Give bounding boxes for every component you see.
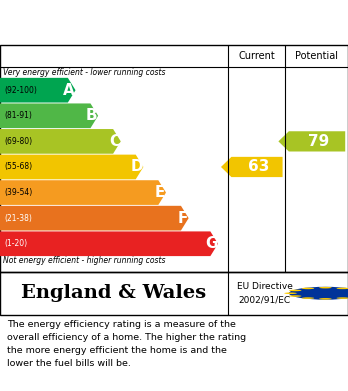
Circle shape [319, 298, 332, 300]
Circle shape [302, 288, 314, 289]
Circle shape [289, 295, 301, 297]
Polygon shape [0, 129, 121, 154]
Text: England & Wales: England & Wales [22, 284, 206, 302]
Polygon shape [0, 206, 189, 231]
Text: C: C [109, 134, 120, 149]
Text: A: A [63, 83, 75, 98]
Text: F: F [177, 211, 188, 226]
Text: E: E [155, 185, 165, 200]
Text: (55-68): (55-68) [4, 163, 32, 172]
Text: EU Directive: EU Directive [237, 282, 292, 291]
Text: Not energy efficient - higher running costs: Not energy efficient - higher running co… [3, 256, 166, 265]
Text: D: D [131, 160, 143, 174]
Text: Energy Efficiency Rating: Energy Efficiency Rating [50, 13, 298, 32]
Polygon shape [278, 131, 345, 151]
Text: B: B [86, 108, 98, 123]
Text: 79: 79 [308, 134, 330, 149]
Circle shape [337, 288, 348, 289]
Text: Current: Current [238, 51, 275, 61]
Text: (92-100): (92-100) [4, 86, 37, 95]
Polygon shape [0, 231, 218, 256]
Polygon shape [0, 78, 76, 102]
Text: 63: 63 [248, 160, 269, 174]
Text: (1-20): (1-20) [4, 239, 27, 248]
Polygon shape [221, 157, 283, 177]
Text: 2002/91/EC: 2002/91/EC [238, 295, 291, 304]
Polygon shape [0, 180, 166, 205]
Text: (69-80): (69-80) [4, 137, 32, 146]
Ellipse shape [289, 287, 348, 300]
Text: Very energy efficient - lower running costs: Very energy efficient - lower running co… [3, 68, 166, 77]
Text: The energy efficiency rating is a measure of the
overall efficiency of a home. T: The energy efficiency rating is a measur… [7, 320, 246, 368]
Polygon shape [0, 154, 143, 179]
Circle shape [302, 297, 314, 299]
Circle shape [284, 292, 297, 294]
Circle shape [319, 287, 332, 289]
Circle shape [289, 290, 301, 291]
Text: G: G [206, 236, 218, 251]
Text: (21-38): (21-38) [4, 213, 32, 222]
Polygon shape [0, 104, 98, 128]
Text: Potential: Potential [295, 51, 338, 61]
Text: (39-54): (39-54) [4, 188, 32, 197]
Text: (81-91): (81-91) [4, 111, 32, 120]
Circle shape [337, 297, 348, 299]
